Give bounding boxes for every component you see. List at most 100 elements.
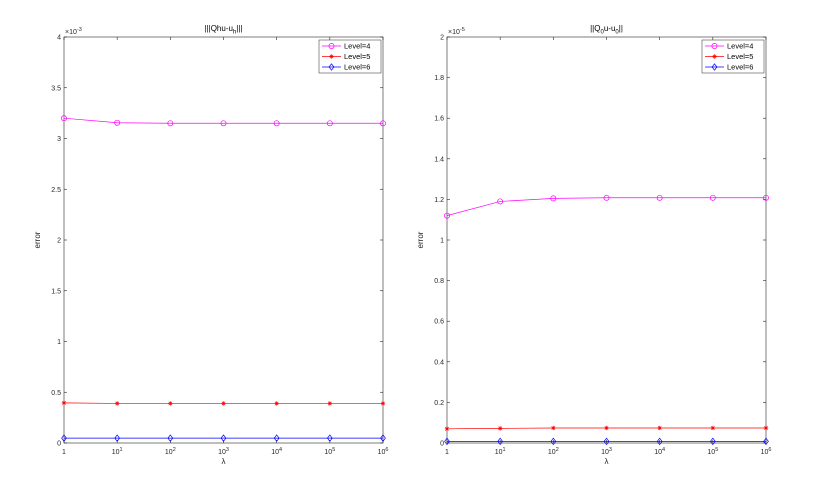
data-point: [273, 434, 280, 442]
x-tick-base: 10: [707, 449, 715, 456]
x-tick-base: 1: [62, 449, 66, 456]
y-exponent: -5: [460, 27, 465, 33]
y-tick-label: 1: [57, 339, 61, 346]
y-tick-label: 0.6: [434, 319, 444, 326]
data-point: [221, 401, 226, 406]
data-point: [604, 425, 609, 431]
x-tick-base: 10: [495, 449, 503, 456]
data-point: [61, 434, 67, 442]
x-tick-base: 10: [324, 449, 332, 456]
data-point: [763, 437, 769, 446]
legend-marker: [711, 63, 718, 71]
legend-marker: [329, 54, 334, 59]
x-tick-exponent: 2: [556, 447, 559, 453]
y-exponent-label: ×10-3: [65, 27, 82, 36]
series-2: [444, 425, 769, 431]
data-point: [114, 434, 121, 442]
legend-label: Level=6: [727, 63, 753, 72]
data-point: [326, 434, 333, 442]
data-point: [114, 401, 120, 406]
data-point: [656, 437, 663, 446]
x-tick-exponent: 6: [385, 447, 388, 453]
x-tick-label: 1: [445, 449, 449, 456]
y-tick-label: 1.2: [434, 197, 444, 204]
legend-marker: [328, 63, 335, 71]
title-part: |||: [236, 24, 242, 33]
data-point: [550, 195, 557, 202]
x-tick-base: 1: [445, 449, 449, 456]
x-tick-exponent: 4: [662, 447, 665, 453]
y-tick-label: 1.8: [434, 75, 444, 82]
x-tick-base: 10: [165, 449, 173, 456]
x-tick-exponent: 5: [332, 447, 335, 453]
data-point: [444, 426, 450, 431]
data-point: [61, 400, 67, 406]
x-axis-label: λ: [605, 457, 609, 466]
y-tick-label: 0: [57, 441, 61, 448]
x-tick-label: 103: [218, 447, 229, 456]
y-axis-label: error: [33, 231, 42, 248]
plot-area: [63, 36, 384, 444]
title-subscript: 0: [615, 30, 619, 36]
data-point: [497, 198, 504, 205]
x-tick-exponent: 4: [279, 447, 282, 453]
legend-label: Level=5: [344, 52, 370, 61]
legend-label: Level=5: [727, 52, 753, 61]
data-point: [603, 194, 610, 201]
series-1: [61, 115, 386, 127]
x-tick-label: 104: [271, 447, 282, 456]
data-point: [444, 212, 450, 219]
x-tick-label: 106: [761, 447, 772, 456]
chart-1: 00.511.522.533.54×10-31 101 102 103 104 105 10…: [33, 24, 388, 466]
y-tick-label: 0: [440, 441, 444, 448]
data-point: [497, 426, 503, 431]
y-tick-label: 3: [57, 136, 61, 143]
series-2: [61, 400, 386, 406]
x-tick-label: 105: [324, 447, 335, 456]
y-tick-label: 3.5: [51, 85, 61, 92]
x-tick-exponent: 3: [226, 447, 229, 453]
data-point: [326, 120, 333, 127]
x-tick-base: 10: [218, 449, 226, 456]
y-tick-label: 1.4: [434, 156, 444, 163]
y-exponent: -3: [77, 27, 82, 33]
data-point: [709, 194, 716, 201]
title-part: u-u: [604, 24, 616, 33]
y-tick-label: 0.2: [434, 400, 444, 407]
data-point: [167, 120, 174, 127]
y-tick-label: 4: [57, 35, 61, 42]
data-point: [709, 437, 716, 446]
x-tick-exponent: 3: [609, 447, 612, 453]
data-point: [380, 120, 386, 127]
title-part: ||Q: [590, 24, 600, 33]
series-line: [446, 197, 766, 216]
x-tick-exponent: 6: [768, 447, 771, 453]
title-part: |||Qhu-u: [204, 24, 232, 33]
x-tick-exponent: 2: [173, 447, 176, 453]
data-point: [61, 115, 67, 122]
x-tick-label: 102: [548, 447, 559, 456]
y-tick-label: 2.5: [51, 187, 61, 194]
legend-label: Level=4: [344, 42, 370, 51]
x-tick-label: 105: [707, 447, 718, 456]
data-point: [656, 194, 663, 201]
title-subscript: h: [233, 30, 236, 36]
x-tick-label: 106: [378, 447, 389, 456]
x-tick-label: 103: [601, 447, 612, 456]
data-point: [220, 434, 227, 442]
legend-marker: [712, 54, 717, 59]
x-axis-label: λ: [222, 457, 226, 466]
x-tick-base: 10: [548, 449, 556, 456]
data-point: [444, 437, 450, 446]
x-tick-label: 1: [62, 449, 66, 456]
data-point: [220, 120, 227, 127]
legend-label: Level=4: [727, 42, 753, 51]
title-part: ||: [619, 24, 623, 33]
x-tick-base: 10: [761, 449, 769, 456]
y-tick-label: 0.8: [434, 278, 444, 285]
legend-marker: [711, 43, 718, 49]
chart-2: 00.20.40.60.811.21.41.61.82×10-51 101 102 1…: [416, 24, 771, 466]
